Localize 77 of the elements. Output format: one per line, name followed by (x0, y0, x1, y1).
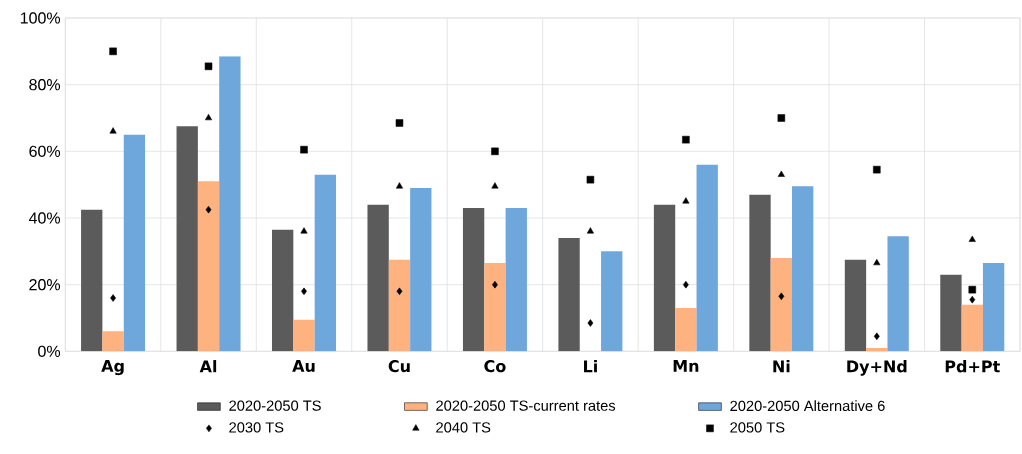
legend-label: 2020-2050 TS-current rates (436, 400, 616, 411)
point (587, 319, 594, 327)
bar (367, 204, 389, 352)
x-tick-label: Pd+Pt (945, 360, 1000, 373)
point (778, 292, 785, 301)
y-tick-label: 100% (20, 12, 61, 24)
legend-label: 2020-2050 TS (229, 400, 321, 411)
bar (197, 181, 220, 352)
x-tick-label: Au (292, 360, 315, 372)
point (395, 119, 404, 127)
bar (314, 174, 336, 352)
bar (696, 164, 718, 352)
x-tick-label: Mn (673, 360, 699, 372)
bar (770, 258, 793, 352)
bar (102, 331, 124, 352)
bar (558, 238, 580, 352)
point (491, 182, 499, 189)
x-tick-label: Cu (388, 360, 410, 373)
point (873, 258, 881, 266)
point (300, 145, 308, 154)
bar (123, 134, 146, 352)
y-tick-label: 20% (29, 279, 61, 291)
point (682, 197, 690, 204)
bar (982, 263, 1005, 352)
point (205, 113, 213, 121)
bar (749, 194, 771, 352)
bar (887, 236, 909, 352)
bar (462, 208, 485, 352)
bar (410, 188, 432, 352)
point (395, 182, 403, 189)
legend-label: 2030 TS (229, 422, 284, 433)
bar (601, 251, 623, 352)
point (109, 47, 117, 56)
bar (940, 274, 962, 352)
bar (388, 259, 411, 352)
point (777, 114, 786, 122)
point (586, 175, 595, 184)
bar (484, 263, 506, 352)
x-tick-label: Dy+Nd (847, 360, 907, 376)
point (873, 332, 880, 341)
point (109, 127, 117, 134)
bar (505, 208, 527, 352)
bar (844, 259, 867, 352)
legend-label: 2040 TS (436, 422, 491, 433)
x-tick-label: Ni (773, 360, 790, 373)
y-tick-label: 40% (28, 212, 61, 224)
bar (219, 56, 241, 352)
x-tick-label: Al (199, 360, 217, 373)
point (110, 294, 116, 302)
bar (675, 308, 697, 352)
x-tick-label: Co (484, 360, 506, 373)
point (586, 227, 594, 234)
legend-label: 2050 TS (730, 422, 785, 433)
point (300, 227, 308, 234)
bar (653, 204, 676, 352)
y-tick-label: 80% (29, 79, 61, 91)
bar (176, 126, 198, 352)
point (968, 285, 977, 294)
bar (792, 186, 814, 352)
legend-label: 2020-2050 Alternative 6 (730, 400, 885, 412)
point (969, 295, 976, 304)
x-tick-label: Li (584, 360, 597, 373)
x-tick-label: Ag (101, 360, 124, 376)
point (873, 165, 881, 174)
bar (961, 304, 983, 352)
y-tick-label: 0% (38, 345, 61, 357)
bar (293, 319, 315, 352)
point (396, 287, 403, 296)
point (682, 135, 690, 144)
point (205, 205, 212, 214)
bar (81, 209, 103, 352)
point (968, 235, 976, 242)
y-tick-label: 60% (29, 145, 61, 157)
point (777, 170, 785, 177)
point (491, 147, 499, 156)
point (204, 62, 213, 71)
bar (272, 229, 294, 352)
